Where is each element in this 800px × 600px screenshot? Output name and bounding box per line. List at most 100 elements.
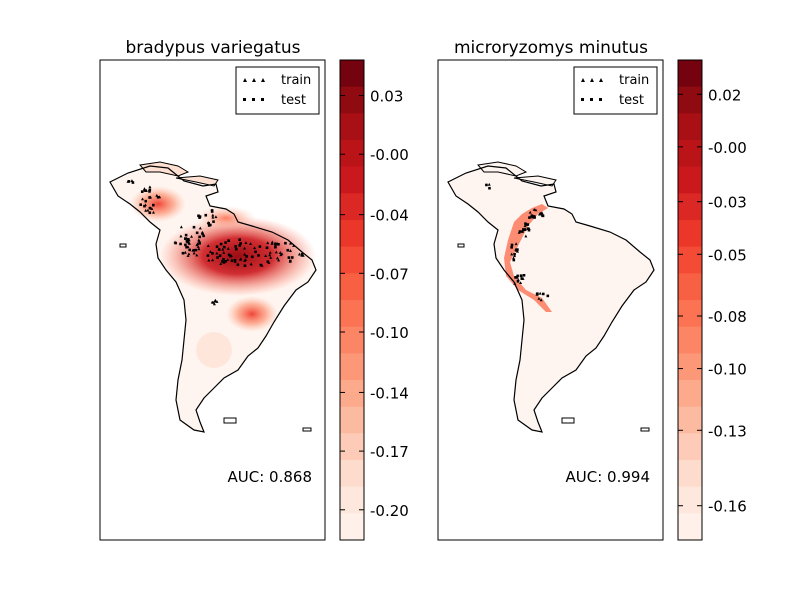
island-georgia-right xyxy=(640,427,650,432)
colorbar-tick-label: -0.03 xyxy=(708,194,747,212)
occurrence-points-left xyxy=(126,179,305,306)
test-point xyxy=(148,190,151,193)
train-point xyxy=(242,246,246,250)
colorbar-band xyxy=(340,406,364,434)
legend-test-marker xyxy=(243,98,264,101)
train-point xyxy=(190,234,194,238)
colorbar-tick-label: -0.16 xyxy=(708,498,747,516)
train-point xyxy=(540,211,544,215)
test-point xyxy=(230,259,234,262)
test-point xyxy=(222,261,226,264)
test-point xyxy=(221,260,224,263)
plot-title-left: bradypus variegatus xyxy=(125,38,300,58)
colorbar-band xyxy=(678,273,702,301)
plot-title-right: microryzomys minutus xyxy=(454,38,648,58)
train-point xyxy=(288,249,292,252)
train-point xyxy=(151,210,155,214)
colorbar-band xyxy=(678,60,702,88)
train-point xyxy=(260,263,264,267)
test-point xyxy=(528,216,531,219)
test-point xyxy=(287,256,291,259)
test-point xyxy=(143,204,146,208)
test-point xyxy=(222,245,226,249)
test-point xyxy=(238,238,242,241)
legend-train-marker xyxy=(243,78,265,82)
train-point xyxy=(537,212,541,216)
test-point xyxy=(541,214,545,218)
colorbar-band xyxy=(340,140,364,168)
colorbar-band xyxy=(678,166,702,194)
test-point xyxy=(300,252,304,256)
train-point xyxy=(274,250,278,254)
train-point xyxy=(211,258,215,262)
test-point xyxy=(516,279,520,283)
test-point xyxy=(179,242,182,246)
colorbar-band xyxy=(678,460,702,488)
test-point xyxy=(522,273,526,277)
colorbar-band xyxy=(678,353,702,381)
colorbar-left: 0.03 -0.00 -0.04 -0.07 -0.10 -0.14 -0.17 -0.20 xyxy=(339,59,409,541)
train-point xyxy=(211,215,215,219)
colorbar-ticks-left: 0.03 -0.00 -0.04 -0.07 -0.10 -0.14 -0.17 -0.20 xyxy=(340,88,409,520)
test-point xyxy=(520,277,524,280)
colorbar-band xyxy=(678,140,702,168)
colorbar-tick-label: -0.10 xyxy=(370,324,409,342)
test-point xyxy=(532,215,536,218)
train-point xyxy=(268,251,272,254)
test-point xyxy=(238,244,242,247)
train-point xyxy=(253,246,257,250)
test-point xyxy=(152,203,155,207)
test-point xyxy=(258,245,262,248)
test-point xyxy=(192,225,196,229)
test-point xyxy=(227,239,230,243)
test-point xyxy=(218,254,222,257)
hotspot-south-cone xyxy=(196,332,232,368)
train-point xyxy=(270,242,274,245)
train-point xyxy=(519,281,523,285)
train-point xyxy=(523,227,527,231)
train-point xyxy=(215,251,219,255)
test-point xyxy=(236,263,240,267)
colorbar-band xyxy=(678,193,702,221)
test-point xyxy=(518,230,522,233)
train-point xyxy=(144,208,148,212)
train-point xyxy=(211,213,215,217)
train-point xyxy=(243,252,247,256)
test-point xyxy=(257,254,260,257)
test-point xyxy=(277,243,280,246)
colorbar-band xyxy=(340,513,364,541)
train-point xyxy=(195,253,199,257)
test-point xyxy=(245,255,248,258)
train-point xyxy=(226,247,230,250)
colorbar-band xyxy=(340,326,364,354)
occurrence-points-right xyxy=(485,182,550,302)
train-point xyxy=(527,226,531,230)
test-point xyxy=(194,248,198,252)
train-point xyxy=(215,300,219,303)
train-point xyxy=(268,253,272,257)
train-point xyxy=(279,253,283,257)
test-point xyxy=(206,254,210,257)
train-point xyxy=(511,256,515,260)
test-point xyxy=(541,292,545,296)
hotspot-atlantic-forest xyxy=(226,296,278,332)
train-point xyxy=(513,254,517,258)
train-point xyxy=(532,207,536,211)
test-point xyxy=(204,213,208,217)
test-point xyxy=(243,264,247,268)
colorbar-tick-label: 0.03 xyxy=(370,88,403,106)
train-point xyxy=(270,240,274,244)
train-point xyxy=(187,242,191,245)
test-point xyxy=(148,188,152,192)
island-falklands-right xyxy=(561,417,575,424)
auc-annotation-right: AUC: 0.994 xyxy=(566,468,650,486)
test-point xyxy=(522,228,525,231)
test-point xyxy=(140,190,144,193)
train-point xyxy=(513,281,517,285)
island-galapagos-left xyxy=(119,243,127,248)
colorbar-band xyxy=(340,433,364,461)
train-point xyxy=(297,252,301,256)
test-point xyxy=(185,239,189,243)
train-point xyxy=(516,278,520,281)
